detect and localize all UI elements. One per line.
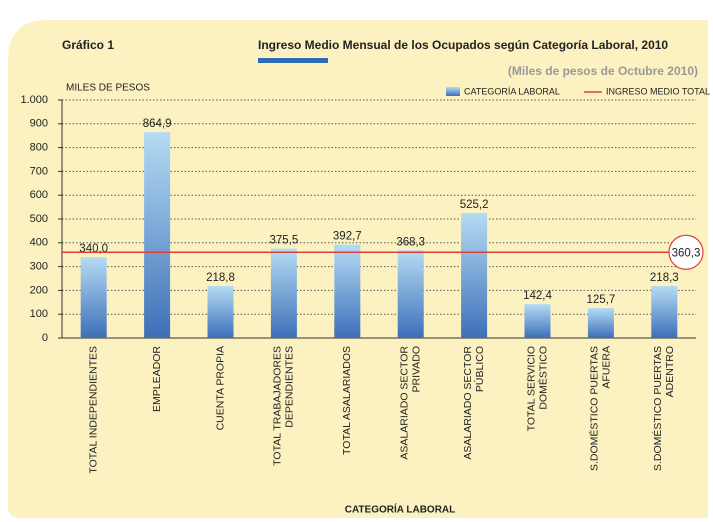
bar [334,244,361,338]
y-axis-label: MILES DE PESOS [66,83,150,94]
x-tick-label: TOTAL TRABAJADORES [272,346,284,466]
title-underline [258,58,328,63]
value-label: 368,3 [396,236,425,248]
y-tick-label: 300 [30,261,48,273]
x-tick-label: CUENTA PROPIA [214,346,226,430]
x-tick-label: S.DOMÉSTICO PUERTAS [588,346,601,471]
y-tick-label: 500 [30,213,48,225]
bar [270,248,297,338]
reference-label: 360,3 [672,247,701,259]
figure-label: Gráfico 1 [62,38,114,52]
y-tick-label: 0 [42,332,48,344]
y-tick-label: 200 [30,284,48,296]
x-tick-label: PÚBLICO [473,346,486,392]
value-label: 218,3 [650,272,679,284]
bar [80,257,107,338]
y-tick-label: 600 [30,189,48,201]
value-label: 392,7 [333,231,362,243]
bar [144,132,171,338]
bar [651,286,678,338]
value-label: 340,0 [79,243,108,255]
x-tick-label: TOTAL ASALARIADOS [341,346,353,455]
bar [524,304,551,338]
value-label: 864,9 [143,118,172,130]
legend-label: INGRESO MEDIO TOTAL [606,86,710,96]
x-axis-label: CATEGORÍA LABORAL [345,503,456,516]
x-tick-label: S.DOMÉSTICO PUERTAS [651,346,664,471]
x-tick-label: AFUERA [601,346,613,389]
x-tick-label: ASALARIADO SECTOR [462,346,474,460]
x-tick-label: DOMÉSTICO [536,346,549,410]
x-tick-label: PRIVADO [410,346,422,392]
bar [397,250,424,338]
y-tick-label: 900 [30,118,48,130]
bar [207,285,234,338]
value-label: 125,7 [587,294,616,306]
y-tick-label: 800 [30,142,48,154]
value-label: 375,5 [270,235,299,247]
y-tick-label: 100 [30,308,48,320]
y-tick-label: 400 [30,237,48,249]
y-tick-label: 700 [30,165,48,177]
x-tick-label: EMPLEADOR [151,346,163,412]
x-tick-label: TOTAL INDEPENDIENTES [87,346,99,474]
reference-marker [668,234,704,270]
value-label: 142,4 [523,290,552,302]
bar [587,308,614,338]
legend-swatch [446,87,460,96]
x-tick-label: ADENTRO [664,346,676,397]
x-tick-label: DEPENDIENTES [284,346,296,428]
value-label: 525,2 [460,199,489,211]
x-tick-label: ASALARIADO SECTOR [398,346,410,460]
bar [461,213,488,338]
chart-title: Ingreso Medio Mensual de los Ocupados se… [258,38,668,52]
x-tick-label: TOTAL SERVICIO [525,346,537,431]
value-label: 218,8 [206,272,235,284]
legend-label: CATEGORÍA LABORAL [464,86,560,96]
chart-subtitle: (Miles de pesos de Octubre 2010) [508,64,698,78]
y-tick-label: 1.000 [20,94,48,106]
